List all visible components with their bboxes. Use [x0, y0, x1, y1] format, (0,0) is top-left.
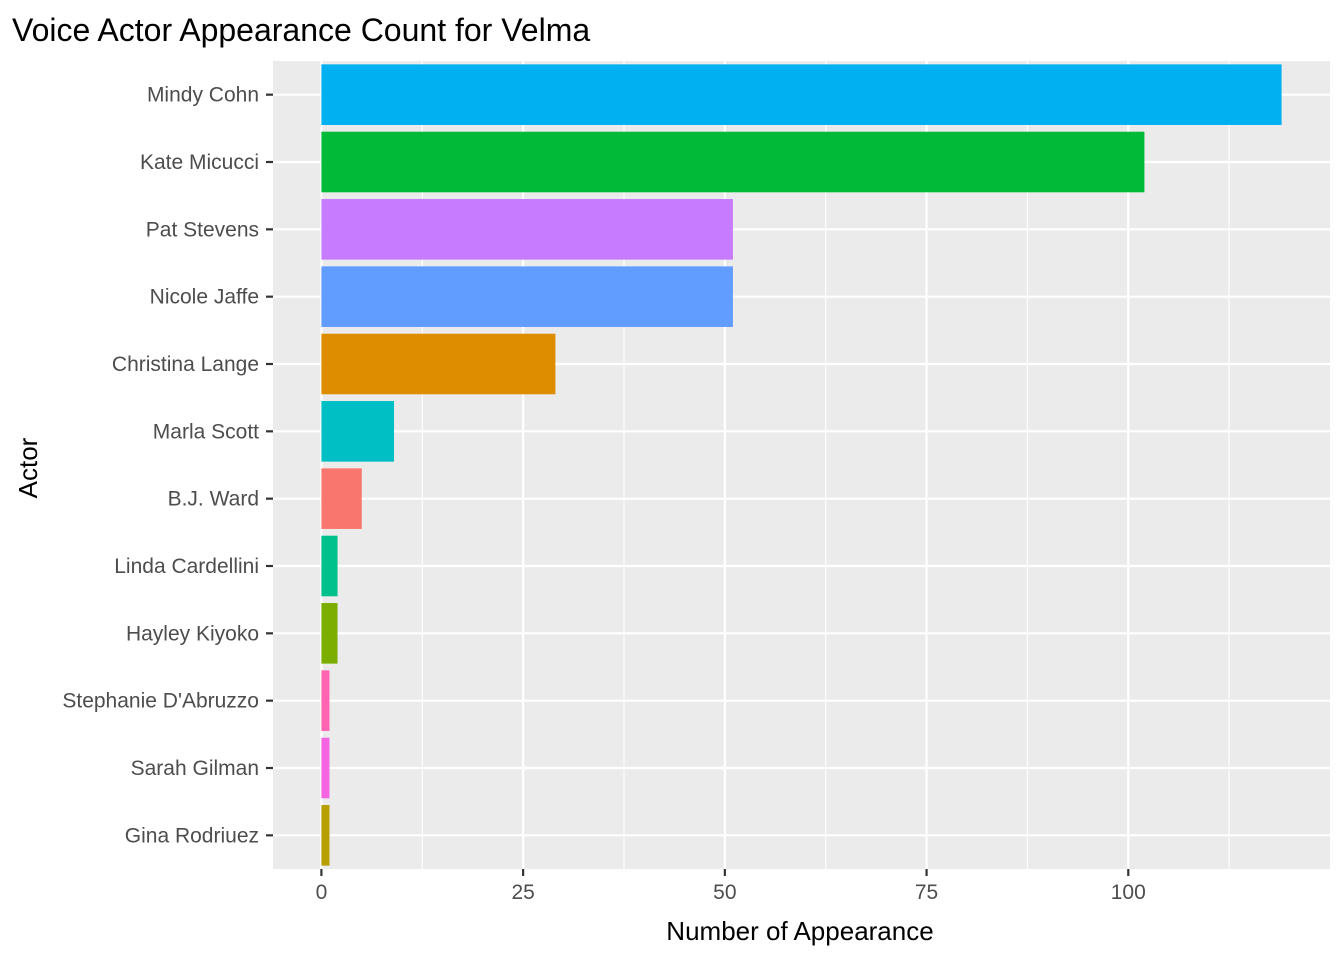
bar-kate-micucci: [321, 131, 1145, 193]
bar-hayley-kiyoko: [321, 603, 338, 664]
axes: Mindy Cohn Kate Micucci Pat Stevens Nicole …: [62, 84, 1145, 904]
y-tick-label: B.J. Ward: [168, 488, 259, 511]
x-axis-title: Number of Appearance: [666, 916, 933, 946]
y-tick-label: Hayley Kiyoko: [126, 622, 259, 645]
y-tick-label: Nicole Jaffe: [150, 286, 259, 309]
bar-b-j-ward: [321, 468, 362, 529]
y-tick-label: Kate Micucci: [140, 151, 259, 174]
y-tick-label: Stephanie D'Abruzzo: [62, 690, 259, 713]
bar-nicole-jaffe: [321, 266, 733, 327]
chart-title: Voice Actor Appearance Count for Velma: [12, 12, 590, 48]
y-tick-label: Mindy Cohn: [147, 84, 259, 107]
x-tick-label: 50: [713, 881, 736, 904]
plot-panel: [273, 61, 1330, 869]
x-tick-label: 25: [511, 881, 534, 904]
y-axis-title: Actor: [13, 437, 43, 498]
x-tick-label: 100: [1111, 881, 1146, 904]
y-tick-label: Marla Scott: [153, 420, 259, 443]
y-tick-label: Gina Rodriuez: [125, 824, 259, 847]
y-tick-label: Linda Cardellini: [114, 555, 259, 578]
bars: [321, 64, 1282, 866]
bar-pat-stevens: [321, 199, 733, 260]
bar-marla-scott: [321, 401, 395, 462]
bar-gina-rodriuez: [321, 805, 330, 866]
bar-sarah-gilman: [321, 737, 330, 799]
y-tick-label: Christina Lange: [112, 353, 259, 376]
y-tick-label: Pat Stevens: [146, 218, 259, 241]
x-tick-label: 75: [915, 881, 938, 904]
bar-stephanie-d-abruzzo: [321, 670, 330, 731]
bar-mindy-cohn: [321, 64, 1282, 125]
bar-christina-lange: [321, 333, 556, 395]
y-tick-label: Sarah Gilman: [131, 757, 259, 780]
x-tick-label: 0: [316, 881, 328, 904]
bar-linda-cardellini: [321, 535, 338, 597]
